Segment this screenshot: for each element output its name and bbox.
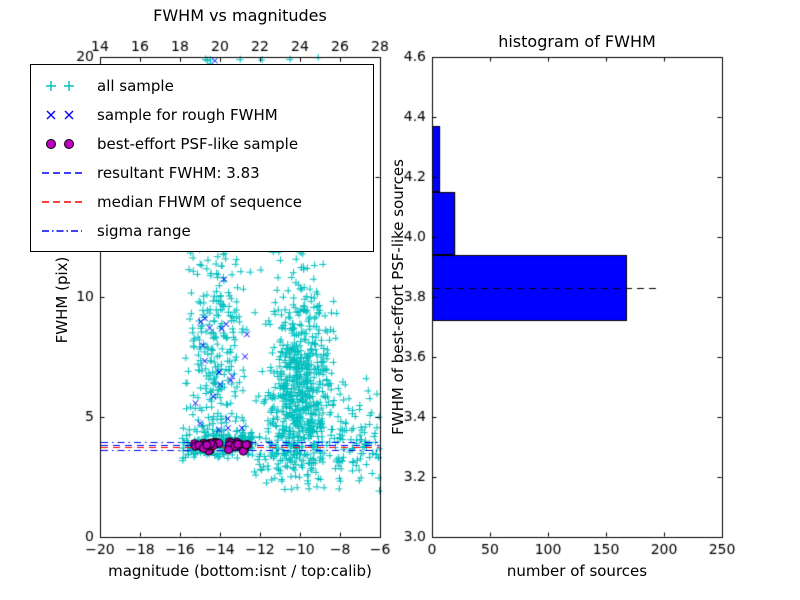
legend-item-label: resultant FWHM: 3.83	[97, 163, 260, 182]
legend-item: all sample	[39, 71, 373, 100]
legend-item: best-effort PSF-like sample	[39, 129, 373, 158]
legend-glyph-x	[39, 105, 85, 125]
right-plot-title: histogram of FWHM	[498, 32, 656, 51]
legend-item: sigma range	[39, 216, 373, 245]
legend-item-label: best-effort PSF-like sample	[97, 134, 299, 153]
left-plot-ylabel: FWHM (pix)	[53, 256, 71, 344]
legend-item-label: all sample	[97, 76, 174, 95]
legend-item-label: sigma range	[97, 221, 191, 240]
legend-item: sample for rough FWHM	[39, 100, 373, 129]
legend-glyph-dashed-line	[39, 192, 85, 212]
legend-item-label: sample for rough FWHM	[97, 105, 278, 124]
legend: all sample sample for rough FWHM best-ef…	[30, 64, 374, 252]
legend-glyph-dashdot-line	[39, 221, 85, 241]
legend-glyph-plus	[39, 76, 85, 96]
legend-glyph-dashed-line	[39, 163, 85, 183]
legend-item: median FHWM of sequence	[39, 187, 373, 216]
left-plot-title: FWHM vs magnitudes	[153, 6, 327, 25]
left-plot-xlabel: magnitude (bottom:isnt / top:calib)	[108, 562, 372, 580]
right-plot-ylabel: FWHM of best-effort PSF-like sources	[389, 159, 407, 435]
legend-item-label: median FHWM of sequence	[97, 192, 302, 211]
right-plot-xlabel: number of sources	[506, 562, 648, 580]
legend-glyph-circle	[39, 134, 85, 154]
legend-item: resultant FWHM: 3.83	[39, 158, 373, 187]
